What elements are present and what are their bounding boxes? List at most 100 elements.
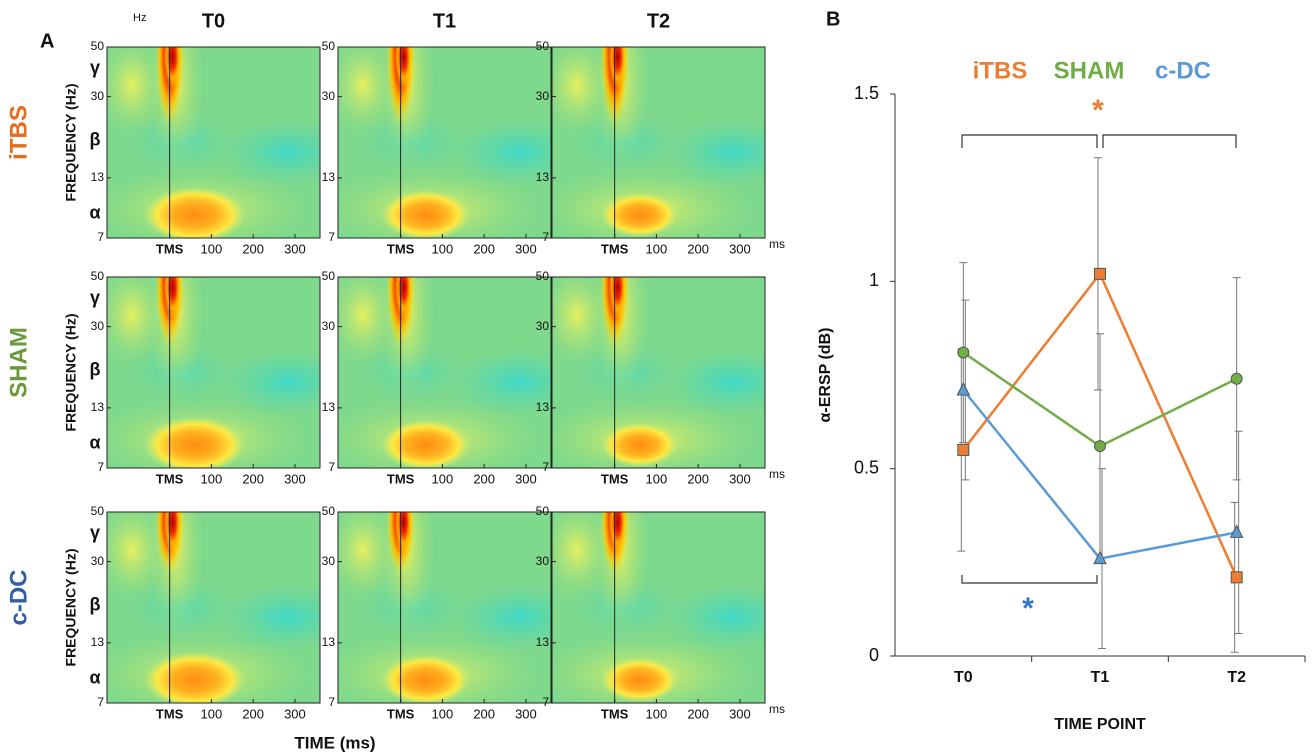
y-axis-title: FREQUENCY (Hz) — [63, 314, 79, 432]
heat-region — [449, 347, 551, 418]
x-unit: ms — [769, 702, 785, 716]
y-tick-label: 7 — [542, 230, 549, 244]
heatmap — [338, 277, 551, 468]
marker — [1229, 524, 1244, 538]
heat-region — [394, 47, 413, 89]
column-title: T0 — [202, 10, 225, 32]
heatmap-panel: 7 13 30 50 TMS 100 200 300 ms — [536, 39, 785, 256]
y-tick-label: 50 — [322, 504, 336, 518]
marker — [1230, 372, 1243, 385]
heatmap — [107, 47, 320, 238]
y-tick-label: 7 — [328, 695, 335, 709]
y-tick-label: 7 — [328, 460, 335, 474]
band-label: γ — [90, 522, 100, 542]
y-tick-label: 0 — [869, 645, 879, 665]
panel-frame — [551, 46, 766, 239]
heat-region — [608, 47, 627, 89]
y-tick-label: 50 — [322, 39, 336, 53]
x-tick-label: 300 — [284, 241, 306, 256]
y-tick-label: 13 — [322, 400, 336, 414]
x-tick-label: 300 — [284, 471, 306, 486]
heatmap — [552, 512, 765, 703]
x-tick-label: 300 — [515, 241, 537, 256]
y-tick-label: 13 — [91, 170, 105, 184]
y-tick-label: 7 — [542, 695, 549, 709]
x-tick-label: TMS — [601, 706, 629, 721]
panel-frame — [551, 511, 766, 704]
heatmap-panel: 7 13 30 50 TMS 100 200 300 ms — [536, 504, 785, 721]
band-label: α — [89, 667, 100, 687]
heat-region — [663, 117, 765, 188]
heatmap-panel: 7 13 30 50 TMS 100 200 300 — [91, 504, 321, 721]
y-tick-label: 1.5 — [854, 83, 879, 103]
x-tick-label: 300 — [729, 471, 751, 486]
panel-frame — [106, 46, 321, 239]
heat-region — [394, 277, 413, 319]
heat-region — [449, 117, 551, 188]
panel-frame — [106, 276, 321, 469]
bracket — [1102, 134, 1237, 148]
y-tick-label: 13 — [91, 400, 105, 414]
x-tick-label: TMS — [387, 471, 415, 486]
bracket — [961, 134, 1098, 148]
heat-region — [381, 420, 470, 468]
heatmap-panel: 7 13 30 50 TMS 100 200 300 — [322, 39, 552, 256]
y-tick-label: 13 — [322, 170, 336, 184]
band-label: α — [89, 202, 100, 222]
panel-frame — [551, 276, 766, 469]
heat-region — [601, 423, 678, 468]
x-tick-label: TMS — [387, 706, 415, 721]
x-tick-label: 100 — [201, 471, 223, 486]
y-tick-label: 13 — [91, 635, 105, 649]
x-tick-label: 200 — [473, 471, 495, 486]
column-title: T1 — [433, 10, 456, 32]
x-tick-label: 300 — [729, 706, 751, 721]
panel-frame — [337, 46, 552, 239]
marker — [1094, 267, 1106, 280]
x-unit: ms — [769, 237, 785, 251]
x-tick-label: 100 — [646, 706, 668, 721]
x-tick-label: TMS — [601, 241, 629, 256]
x-tick-label: T0 — [954, 669, 973, 686]
heat-region — [449, 582, 551, 653]
bracket — [961, 575, 1098, 584]
marker — [957, 443, 970, 456]
legend-entry: c-DC — [1155, 57, 1211, 84]
heat-region — [144, 417, 245, 468]
x-tick-label: 300 — [515, 471, 537, 486]
y-tick-label: 30 — [536, 319, 550, 333]
heatmap — [552, 47, 765, 238]
heat-region — [663, 582, 765, 653]
y-tick-label: 7 — [97, 460, 104, 474]
x-tick-label: 100 — [201, 241, 223, 256]
x-tick-label: 100 — [646, 471, 668, 486]
legend-entry: SHAM — [1054, 57, 1125, 84]
heat-region — [144, 652, 245, 703]
heat-region — [608, 512, 627, 554]
x-tick-label: 100 — [646, 241, 668, 256]
y-axis-title: FREQUENCY (Hz) — [63, 549, 79, 667]
significance-brackets — [961, 134, 1237, 584]
marker — [1230, 571, 1243, 584]
y-tick-label: 0.5 — [854, 457, 879, 477]
heat-region — [381, 190, 470, 238]
heat-region — [394, 512, 413, 554]
panel-frame — [106, 511, 321, 704]
y-tick-label: 30 — [536, 554, 550, 568]
x-tick-label: 200 — [242, 241, 264, 256]
heatmap — [107, 512, 320, 703]
heatmap-panel: 7 13 30 50 TMS 100 200 300 — [91, 269, 321, 486]
heatmap — [338, 512, 551, 703]
x-tick-label: 200 — [242, 471, 264, 486]
heatmap-panel: 7 13 30 50 TMS 100 200 300 — [91, 39, 321, 256]
legend-entry: iTBS — [973, 57, 1028, 84]
y-tick-label: 30 — [91, 89, 105, 103]
band-label: β — [90, 360, 101, 380]
heat-region — [218, 117, 320, 188]
x-tick-label: 100 — [432, 241, 454, 256]
panel-label: B — [826, 8, 840, 30]
heat-region — [218, 582, 320, 653]
y-tick-label: 13 — [536, 400, 550, 414]
x-tick-label: TMS — [156, 471, 184, 486]
